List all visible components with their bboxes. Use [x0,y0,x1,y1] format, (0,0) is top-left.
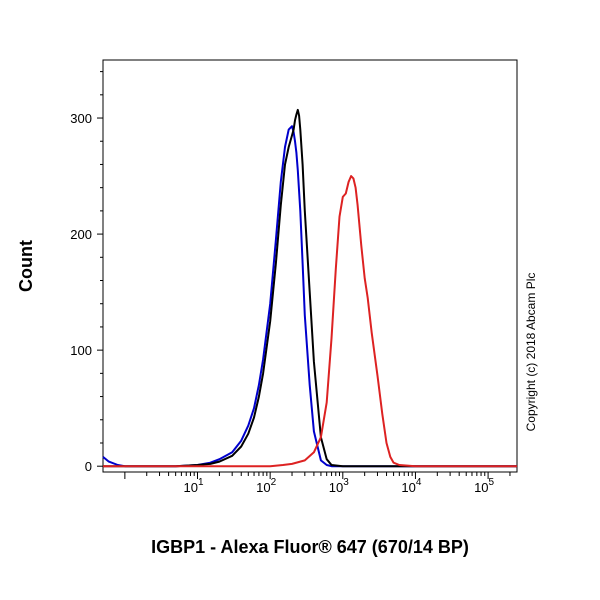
x-tick-label: 102 [256,477,276,495]
x-tick-exponent: 1 [198,477,204,488]
black-series-line [103,108,517,468]
y-tick-label: 200 [70,227,92,242]
x-tick-base: 10 [401,480,415,495]
x-tick-exponent: 4 [416,477,422,488]
x-axis-title: IGBP1 - Alexa Fluor® 647 (670/14 BP) [151,537,469,557]
y-tick-label: 300 [70,111,92,126]
series-layer [102,108,517,468]
x-tick-base: 10 [256,480,270,495]
y-tick-label: 100 [70,343,92,358]
y-axis-title: Count [16,240,36,292]
x-tick-exponent: 3 [343,477,349,488]
x-tick-exponent: 5 [489,477,495,488]
x-tick-base: 10 [474,480,488,495]
copyright-annotation: Copyright (c) 2018 Abcam Plc [524,273,538,432]
y-tick-label: 0 [85,459,92,474]
red-series-line [103,175,517,468]
x-tick-label: 105 [474,477,494,495]
y-axis: 0 100 200 300 [70,71,103,474]
plot-frame [102,59,518,473]
x-tick-label: 103 [329,477,349,495]
x-tick-base: 10 [183,480,197,495]
x-axis: 101 102 103 104 105 [124,472,511,495]
x-tick-label: 101 [183,477,203,495]
x-tick-base: 10 [329,480,343,495]
x-tick-label: 104 [401,477,421,495]
x-tick-exponent: 2 [271,477,277,488]
